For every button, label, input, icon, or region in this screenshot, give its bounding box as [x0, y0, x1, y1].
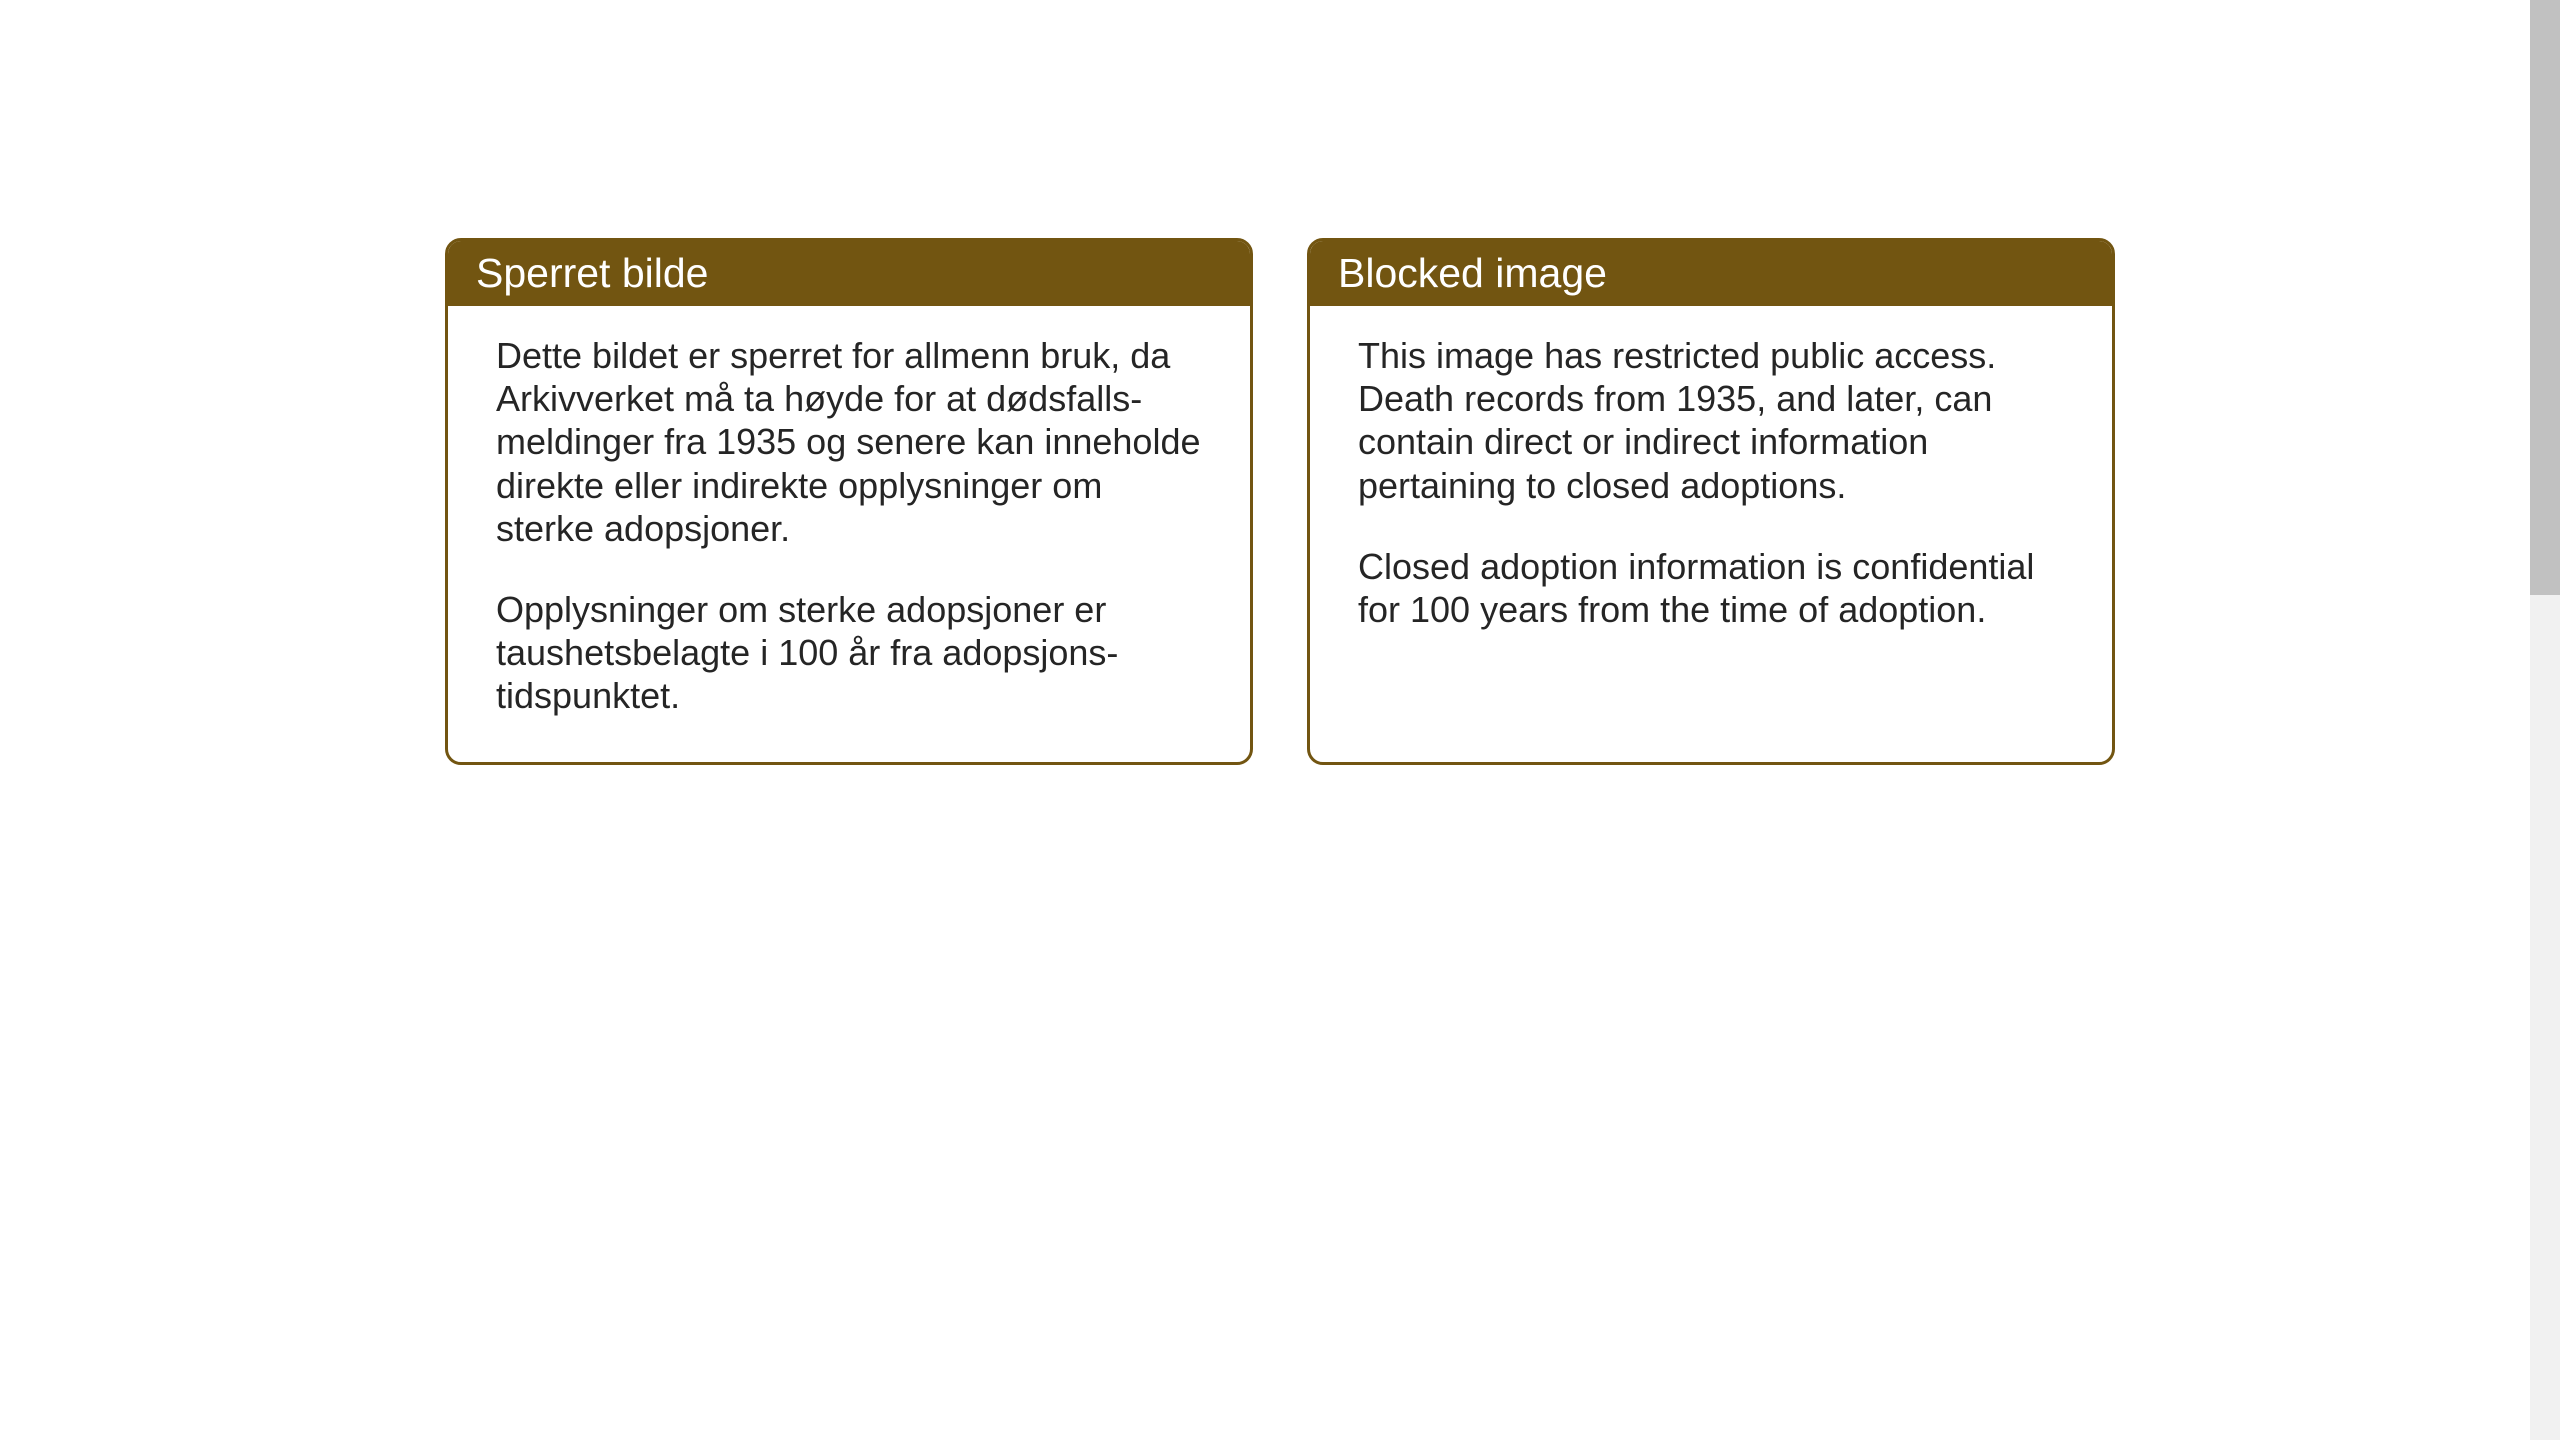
cards-container: Sperret bilde Dette bildet er sperret fo… [445, 238, 2115, 765]
english-paragraph-2: Closed adoption information is confident… [1358, 545, 2064, 631]
english-card-title: Blocked image [1310, 241, 2112, 306]
norwegian-paragraph-2: Opplysninger om sterke adopsjoner er tau… [496, 588, 1202, 718]
english-notice-card: Blocked image This image has restricted … [1307, 238, 2115, 765]
norwegian-notice-card: Sperret bilde Dette bildet er sperret fo… [445, 238, 1253, 765]
norwegian-card-body: Dette bildet er sperret for allmenn bruk… [448, 306, 1250, 762]
norwegian-paragraph-1: Dette bildet er sperret for allmenn bruk… [496, 334, 1202, 550]
english-card-body: This image has restricted public access.… [1310, 306, 2112, 721]
scrollbar-track[interactable] [2530, 0, 2560, 1440]
english-paragraph-1: This image has restricted public access.… [1358, 334, 2064, 507]
norwegian-card-title: Sperret bilde [448, 241, 1250, 306]
scrollbar-thumb[interactable] [2530, 0, 2560, 595]
